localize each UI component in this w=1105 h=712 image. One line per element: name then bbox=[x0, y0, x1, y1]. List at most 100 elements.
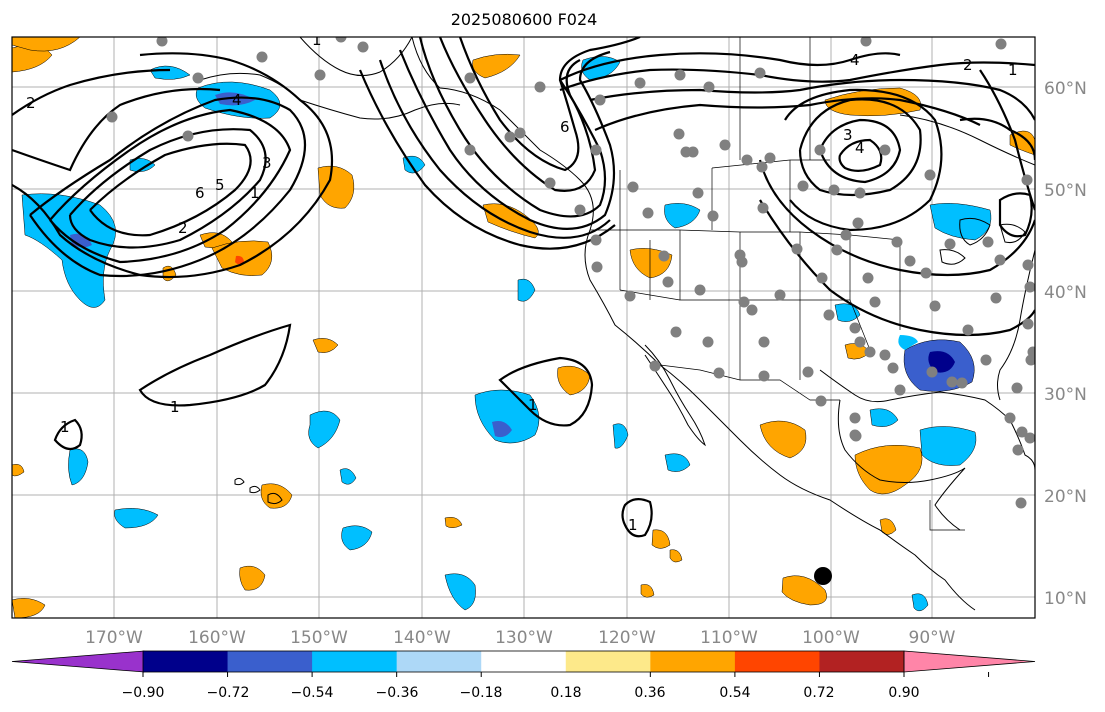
station-dot bbox=[920, 267, 932, 279]
station-dot bbox=[670, 326, 682, 338]
station-dot bbox=[594, 94, 606, 106]
station-dot bbox=[791, 243, 803, 255]
station-dot bbox=[514, 127, 526, 139]
contour-label: 2 bbox=[178, 219, 188, 237]
colorbar-segment bbox=[143, 651, 229, 672]
colorbar-extend-max bbox=[903, 650, 1036, 673]
colorbar-segment bbox=[312, 651, 398, 672]
station-dot bbox=[662, 276, 674, 288]
colorbar-segment bbox=[481, 651, 567, 672]
station-dot bbox=[924, 169, 936, 181]
lat-label: 10°N bbox=[1044, 589, 1087, 609]
station-dot bbox=[756, 161, 768, 173]
colorbar-tick-label: 0.90 bbox=[888, 685, 919, 701]
station-dot bbox=[464, 72, 476, 84]
station-dot bbox=[1016, 426, 1028, 438]
station-dot bbox=[816, 272, 828, 284]
station-dot bbox=[774, 289, 786, 301]
contour-label: 3 bbox=[843, 126, 853, 144]
contour-label: 1 bbox=[170, 398, 180, 416]
station-dot bbox=[758, 336, 770, 348]
colorbar-tick-label: −0.36 bbox=[376, 685, 419, 701]
station-dot bbox=[929, 300, 941, 312]
colorbar-tick-label: 0.54 bbox=[719, 685, 750, 701]
station-dot bbox=[823, 309, 835, 321]
colorbar-tick-label: 0.72 bbox=[803, 685, 834, 701]
contour-label: 1 bbox=[60, 418, 70, 436]
lon-label: 170°W bbox=[85, 628, 143, 648]
station-dot bbox=[850, 430, 862, 442]
station-dot bbox=[314, 69, 326, 81]
station-dot bbox=[980, 354, 992, 366]
contour-label: 1 bbox=[250, 184, 260, 202]
gridlines bbox=[12, 37, 1035, 618]
station-dot bbox=[757, 202, 769, 214]
station-dot bbox=[854, 187, 866, 199]
station-dot bbox=[634, 77, 646, 89]
lat-label: 30°N bbox=[1044, 385, 1087, 405]
station-dot bbox=[624, 290, 636, 302]
station-dot bbox=[852, 217, 864, 229]
station-dot bbox=[464, 144, 476, 156]
contour-lines bbox=[12, 37, 1035, 538]
lon-label: 120°W bbox=[598, 628, 656, 648]
lon-label: 90°W bbox=[909, 628, 956, 648]
contour-label: 1 bbox=[628, 516, 638, 534]
station-dot bbox=[741, 154, 753, 166]
station-dot bbox=[926, 366, 938, 378]
latitude-labels: 60°N 50°N 40°N 30°N 20°N 10°N bbox=[1044, 79, 1087, 609]
longitude-labels: 170°W 160°W 150°W 140°W 130°W 120°W 110°… bbox=[85, 628, 956, 648]
contour-label: 1 bbox=[1008, 61, 1018, 79]
location-marker bbox=[814, 567, 832, 585]
colorbar-segment bbox=[650, 651, 736, 672]
station-dot bbox=[1004, 412, 1016, 424]
station-dot bbox=[713, 367, 725, 379]
contour-label: 6 bbox=[195, 184, 205, 202]
station-dot bbox=[590, 144, 602, 156]
station-dot bbox=[734, 249, 746, 261]
station-dot bbox=[990, 292, 1002, 304]
contour-label: 4 bbox=[850, 51, 860, 69]
station-dot bbox=[591, 261, 603, 273]
lon-label: 140°W bbox=[393, 628, 451, 648]
anomaly-shading bbox=[12, 37, 1035, 618]
station-dot bbox=[694, 284, 706, 296]
station-dot bbox=[256, 51, 268, 63]
station-dot bbox=[1024, 281, 1035, 293]
colorbar-tick-label: −0.54 bbox=[291, 685, 334, 701]
station-dot bbox=[946, 376, 958, 388]
station-dot bbox=[764, 152, 776, 164]
colorbar-tick-label: −0.18 bbox=[460, 685, 503, 701]
colorbar bbox=[11, 650, 1036, 677]
station-dot bbox=[590, 234, 602, 246]
station-dot bbox=[703, 81, 715, 93]
station-dot bbox=[754, 67, 766, 79]
station-dot bbox=[758, 370, 770, 382]
station-dot bbox=[828, 184, 840, 196]
station-dot bbox=[995, 38, 1007, 50]
station-dot bbox=[1022, 318, 1034, 330]
map-frame bbox=[11, 36, 1036, 619]
lat-label: 60°N bbox=[1044, 79, 1087, 99]
contour-label: 3 bbox=[262, 154, 272, 172]
station-dot bbox=[891, 236, 903, 248]
station-dot bbox=[504, 131, 516, 143]
station-dot bbox=[534, 81, 546, 93]
station-dot bbox=[849, 322, 861, 334]
lon-label: 130°W bbox=[495, 628, 553, 648]
station-dot bbox=[746, 304, 758, 316]
colorbar-segment bbox=[565, 651, 651, 672]
colorbar-tick-labels: −0.90 −0.72 −0.54 −0.36 −0.18 0.18 0.36 … bbox=[122, 685, 920, 701]
station-dot bbox=[956, 377, 968, 389]
station-dot bbox=[1024, 432, 1035, 444]
station-dot bbox=[994, 254, 1006, 266]
station-dot bbox=[860, 37, 872, 47]
station-dot bbox=[574, 204, 586, 216]
station-dot bbox=[192, 72, 204, 84]
station-dot bbox=[674, 69, 686, 81]
station-dot bbox=[719, 139, 731, 151]
colorbar-segment bbox=[227, 651, 313, 672]
station-dot bbox=[738, 296, 750, 308]
station-dot bbox=[1025, 354, 1035, 366]
